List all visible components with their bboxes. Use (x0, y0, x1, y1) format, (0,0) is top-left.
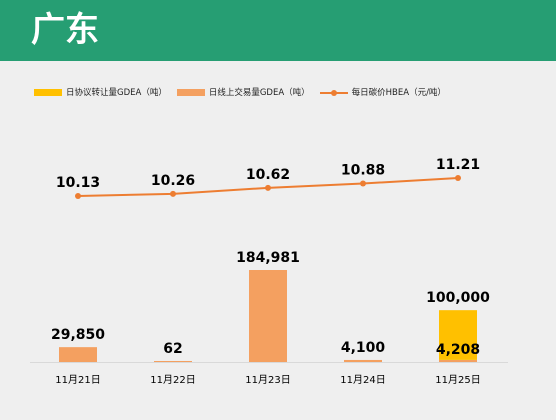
page-title: 广东 (31, 10, 99, 50)
online-volume-bar (249, 270, 287, 362)
legend-swatch-price (319, 89, 348, 96)
x-tick-label: 11月24日 (340, 374, 385, 386)
online-volume-label: 184,981 (236, 250, 300, 266)
price-point (455, 175, 461, 181)
x-tick-label: 11月25日 (435, 374, 480, 386)
online-volume-bar (439, 359, 477, 362)
legend-label-price: 每日碳价HBEA（元/吨） (351, 88, 446, 98)
legend-item-online: 日线上交易量GDEA（吨） (176, 86, 310, 98)
price-point (170, 190, 176, 197)
legend-label-agreement: 日协议转让量GDEA（吨） (66, 88, 167, 98)
online-volume-label: 29,850 (51, 327, 105, 343)
legend-swatch-online (176, 88, 205, 96)
legend-item-agreement: 日协议转让量GDEA（吨） (34, 86, 167, 98)
header-banner: 广东 (0, 0, 556, 61)
agreement-volume-label: 100,000 (426, 290, 490, 306)
price-label: 10.13 (56, 175, 100, 191)
chart-legend: 日协议转让量GDEA（吨） 日线上交易量GDEA（吨） 每日碳价HBEA（元/吨… (34, 84, 456, 100)
legend-item-price: 每日碳价HBEA（元/吨） (319, 86, 446, 98)
price-label: 11.21 (436, 157, 480, 173)
online-volume-bar (344, 359, 382, 362)
x-tick-label: 11月23日 (245, 374, 290, 386)
legend-label-online: 日线上交易量GDEA（吨） (208, 88, 310, 98)
price-point (360, 180, 366, 187)
price-label: 10.62 (246, 167, 290, 183)
x-tick-label: 11月21日 (55, 374, 100, 386)
online-volume-label: 4,100 (341, 340, 386, 356)
online-volume-bar (59, 347, 97, 362)
online-volume-label: 4,208 (436, 342, 480, 358)
agreement-volume-bar (439, 310, 477, 360)
x-tick-label: 11月22日 (150, 374, 195, 386)
online-volume-label: 62 (163, 341, 182, 357)
price-label: 10.88 (341, 163, 385, 179)
legend-swatch-agreement (34, 88, 62, 96)
price-point (75, 193, 81, 199)
online-volume-bar (154, 361, 192, 362)
price-point (265, 184, 271, 191)
price-label: 10.26 (151, 173, 195, 189)
